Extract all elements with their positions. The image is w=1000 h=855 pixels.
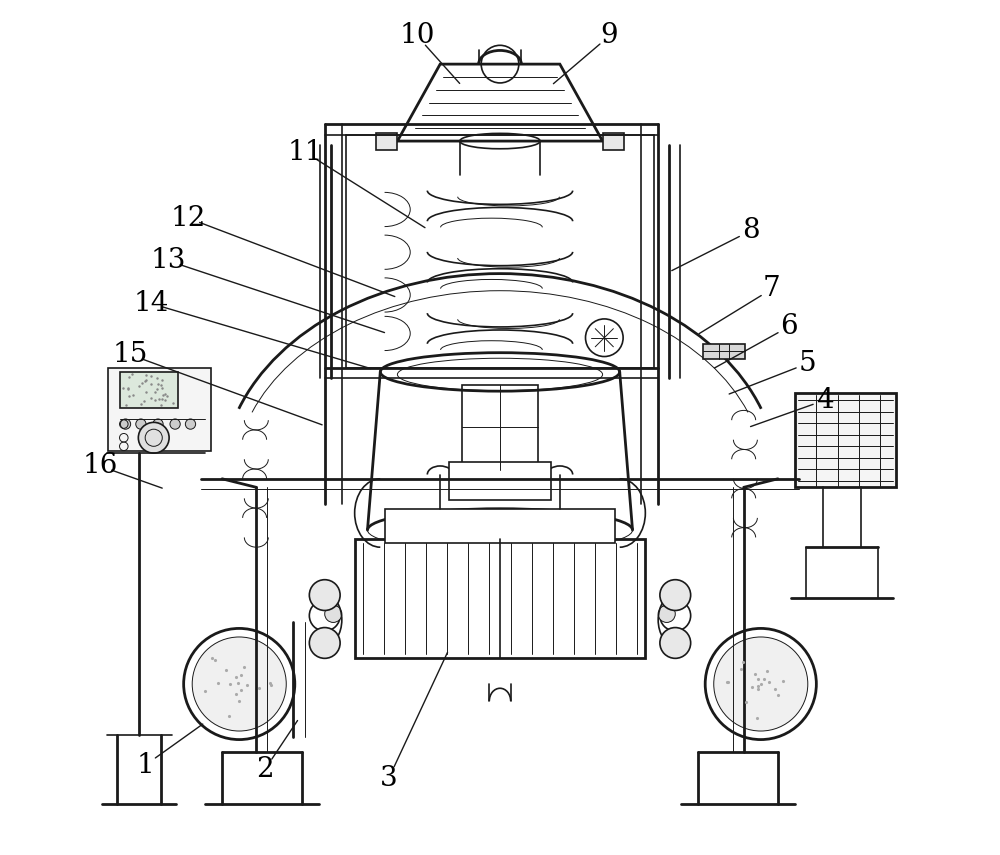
Bar xyxy=(108,368,211,451)
Text: 6: 6 xyxy=(780,313,798,340)
Bar xyxy=(355,539,645,658)
Text: 13: 13 xyxy=(151,247,186,274)
Circle shape xyxy=(325,605,342,622)
Text: 1: 1 xyxy=(136,752,154,779)
Text: 3: 3 xyxy=(380,764,398,792)
Bar xyxy=(449,462,551,500)
Circle shape xyxy=(138,422,169,453)
Text: 9: 9 xyxy=(601,22,618,50)
Text: 12: 12 xyxy=(170,204,206,232)
Circle shape xyxy=(153,419,163,429)
Circle shape xyxy=(714,637,808,731)
Bar xyxy=(120,372,178,408)
Polygon shape xyxy=(603,133,624,150)
Text: 5: 5 xyxy=(799,350,817,377)
Circle shape xyxy=(660,580,691,610)
Polygon shape xyxy=(376,133,397,150)
Text: 11: 11 xyxy=(287,139,323,166)
Polygon shape xyxy=(397,64,603,141)
Bar xyxy=(795,393,896,487)
Circle shape xyxy=(120,419,131,429)
Circle shape xyxy=(170,419,180,429)
Circle shape xyxy=(185,419,196,429)
Text: 2: 2 xyxy=(256,756,274,783)
Text: 7: 7 xyxy=(763,275,781,303)
Circle shape xyxy=(309,628,340,658)
Text: 10: 10 xyxy=(399,22,435,50)
Text: 8: 8 xyxy=(742,217,759,245)
Circle shape xyxy=(658,605,675,622)
Bar xyxy=(385,509,615,543)
Circle shape xyxy=(309,580,340,610)
Bar xyxy=(703,344,745,359)
Circle shape xyxy=(136,419,146,429)
Text: 14: 14 xyxy=(133,290,169,317)
Text: 15: 15 xyxy=(113,341,148,369)
Circle shape xyxy=(192,637,286,731)
Circle shape xyxy=(660,628,691,658)
Bar xyxy=(462,385,538,470)
Text: 16: 16 xyxy=(82,452,118,480)
Text: 4: 4 xyxy=(816,386,834,414)
